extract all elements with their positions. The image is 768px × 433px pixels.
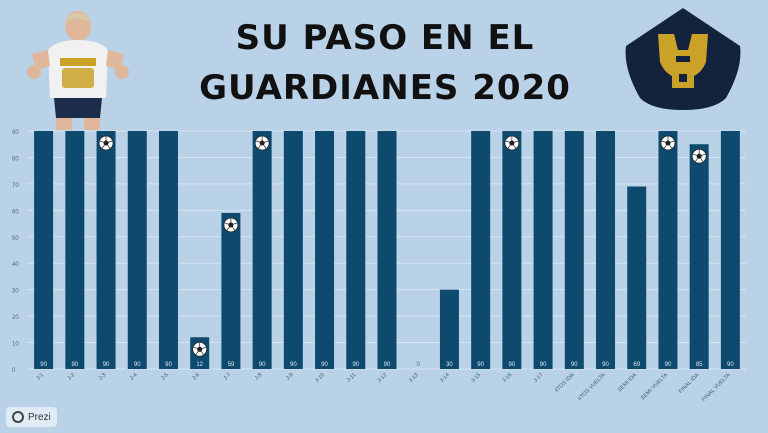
- data-label: 30: [446, 362, 453, 368]
- y-tick-label: 80: [12, 156, 19, 162]
- y-tick-label: 90: [12, 130, 19, 136]
- x-axis-ticks: J-1 J-2 J-3 J-4 J-5 J-6 J-7 J-8 J-9 J-10 J-11 J-12 J…: [35, 372, 732, 403]
- x-tick-label: J-13: [408, 372, 420, 384]
- x-tick-label: J-9: [285, 372, 295, 382]
- soccer-ball-icon: [223, 217, 239, 233]
- soccer-ball-icon: [254, 135, 270, 151]
- y-tick-label: 50: [12, 236, 19, 242]
- x-tick-label: J-4: [129, 372, 139, 382]
- soccer-ball-icon: [504, 135, 520, 151]
- prezi-badge[interactable]: Prezi: [6, 407, 57, 427]
- data-label: 69: [633, 362, 640, 368]
- x-tick-label: J-7: [223, 372, 233, 382]
- bar: [502, 131, 522, 369]
- x-tick-label: J-14: [439, 372, 451, 384]
- bar-series: [34, 131, 740, 369]
- bar: [315, 131, 335, 369]
- bar: [221, 212, 241, 369]
- bar: [533, 131, 553, 369]
- bar: [127, 131, 147, 369]
- x-tick-label: J-6: [191, 372, 201, 382]
- x-tick-label: FINAL VUELTA: [701, 372, 732, 403]
- data-label: 90: [540, 362, 547, 368]
- bar: [627, 186, 647, 369]
- page-title-line-2: GUARDIANES 2020: [199, 68, 571, 108]
- y-tick-label: 70: [12, 183, 19, 189]
- data-label: 90: [290, 362, 297, 368]
- y-tick-label: 10: [12, 342, 19, 348]
- data-label: 90: [321, 362, 328, 368]
- data-label: 90: [259, 362, 266, 368]
- x-tick-label: J-11: [346, 372, 358, 384]
- bar: [34, 131, 54, 369]
- prezi-label: Prezi: [28, 411, 51, 423]
- y-tick-label: 0: [12, 368, 16, 374]
- x-tick-label: 4TOS VUELTA: [577, 372, 607, 402]
- bar: [96, 131, 116, 369]
- x-tick-label: J-16: [501, 372, 513, 384]
- x-tick-label: SEMI VUELTA: [640, 372, 670, 402]
- data-label: 0: [417, 362, 421, 368]
- soccer-ball-icon: [660, 135, 676, 151]
- x-tick-label: J-17: [533, 372, 545, 384]
- bar: [720, 131, 740, 369]
- y-tick-label: 60: [12, 209, 19, 215]
- data-label: 90: [103, 362, 110, 368]
- bar: [689, 144, 709, 369]
- soccer-ball-icon: [691, 148, 707, 164]
- data-label: 90: [71, 362, 78, 368]
- data-label: 59: [228, 362, 235, 368]
- soccer-ball-icon: [192, 341, 208, 357]
- bar: [439, 289, 459, 369]
- data-label: 90: [134, 362, 141, 368]
- x-tick-label: J-15: [470, 372, 482, 384]
- x-tick-label: SEMI IDA: [617, 372, 639, 394]
- data-labels: 90 90 90 90 90 12 59 90 90 90 90 90 0 30 90 90 90 90 90 69 9…: [40, 362, 734, 368]
- bar: [346, 131, 366, 369]
- x-tick-label: J-2: [67, 372, 77, 382]
- x-tick-label: FINAL IDA: [678, 372, 701, 395]
- goal-markers: [98, 135, 707, 357]
- x-tick-label: J-1: [35, 372, 45, 382]
- x-tick-label: J-5: [160, 372, 170, 382]
- bar: [471, 131, 491, 369]
- prezi-logo-icon: [12, 411, 24, 423]
- data-label: 90: [384, 362, 391, 368]
- soccer-ball-icon: [98, 135, 114, 151]
- x-tick-label: J-10: [314, 372, 326, 384]
- y-tick-label: 30: [12, 289, 19, 295]
- data-label: 90: [477, 362, 484, 368]
- data-label: 90: [165, 362, 172, 368]
- player-photo: [27, 11, 129, 130]
- bar: [377, 131, 397, 369]
- bar: [283, 131, 303, 369]
- bar: [252, 131, 272, 369]
- data-label: 90: [727, 362, 734, 368]
- data-label: 90: [602, 362, 609, 368]
- data-label: 12: [196, 362, 203, 368]
- y-tick-label: 40: [12, 262, 19, 268]
- bar: [158, 131, 178, 369]
- bar: [596, 131, 616, 369]
- y-axis-ticks: 0 10 20 30 40 50 60 70 80 90: [12, 130, 19, 374]
- pumas-crest-icon: [625, 8, 741, 110]
- data-label: 90: [665, 362, 672, 368]
- data-label: 90: [509, 362, 516, 368]
- data-label: 90: [571, 362, 578, 368]
- x-tick-label: 4TOS IDA: [554, 372, 576, 394]
- data-label: 90: [40, 362, 47, 368]
- data-label: 90: [352, 362, 359, 368]
- x-tick-label: J-3: [98, 372, 108, 382]
- bar: [65, 131, 85, 369]
- y-tick-label: 20: [12, 315, 19, 321]
- bar: [564, 131, 584, 369]
- x-tick-label: J-12: [377, 372, 389, 384]
- x-tick-label: J-8: [254, 372, 264, 382]
- bar: [658, 131, 678, 369]
- data-label: 85: [696, 362, 703, 368]
- page-title-line-1: SU PASO EN EL: [235, 18, 535, 58]
